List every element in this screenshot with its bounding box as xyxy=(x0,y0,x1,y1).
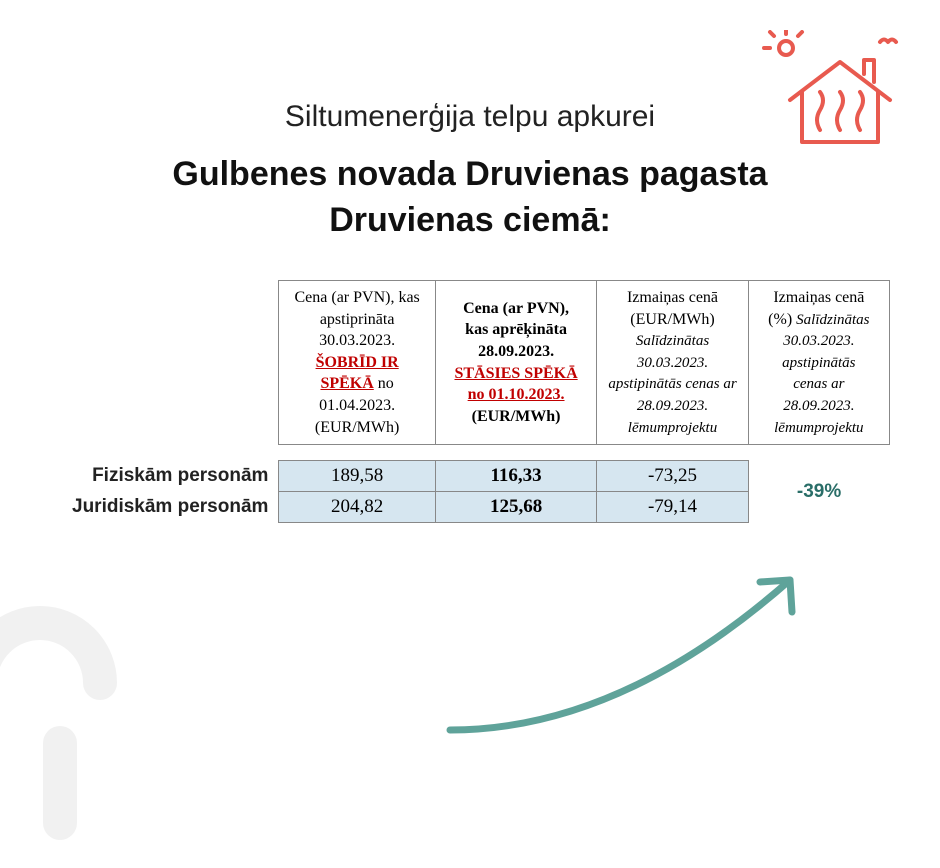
percent-change: -39% xyxy=(748,461,889,523)
arrow-icon xyxy=(420,540,840,765)
title-line-2: Druvienas ciemā: xyxy=(329,201,611,239)
cell-value: 204,82 xyxy=(279,492,435,523)
cell-value: -73,25 xyxy=(597,461,748,492)
page-subtitle: Siltumenerģija telpu apkurei xyxy=(0,100,940,134)
cell-value: 189,58 xyxy=(279,461,435,492)
cell-value: -79,14 xyxy=(597,492,748,523)
title-line-1: Gulbenes novada Druvienas pagasta xyxy=(172,155,767,193)
price-table: Cena (ar PVN), kas apstiprināta 30.03.20… xyxy=(60,280,890,523)
col-header-current-price: Cena (ar PVN), kas apstiprināta 30.03.20… xyxy=(279,281,435,445)
cell-value: 116,33 xyxy=(435,461,596,492)
page-title: Gulbenes novada Druvienas pagasta Druvie… xyxy=(0,152,940,244)
col-header-change-pct: Izmaiņas cenā (%) Salīdzinātas 30.03.202… xyxy=(748,281,889,445)
title-block: Siltumenerģija telpu apkurei Gulbenes no… xyxy=(0,100,940,244)
table-row: Fiziskām personām 189,58 116,33 -73,25 -… xyxy=(60,461,890,492)
col-header-change-eur: Izmaiņas cenā (EUR/MWh) Salīdzinātas 30.… xyxy=(597,281,748,445)
decorative-shape xyxy=(0,563,220,868)
row-label-legal: Juridiskām personām xyxy=(60,492,279,523)
cell-value: 125,68 xyxy=(435,492,596,523)
row-label-individuals: Fiziskām personām xyxy=(60,461,279,492)
col-header-new-price: Cena (ar PVN), kas aprēķināta 28.09.2023… xyxy=(435,281,596,445)
